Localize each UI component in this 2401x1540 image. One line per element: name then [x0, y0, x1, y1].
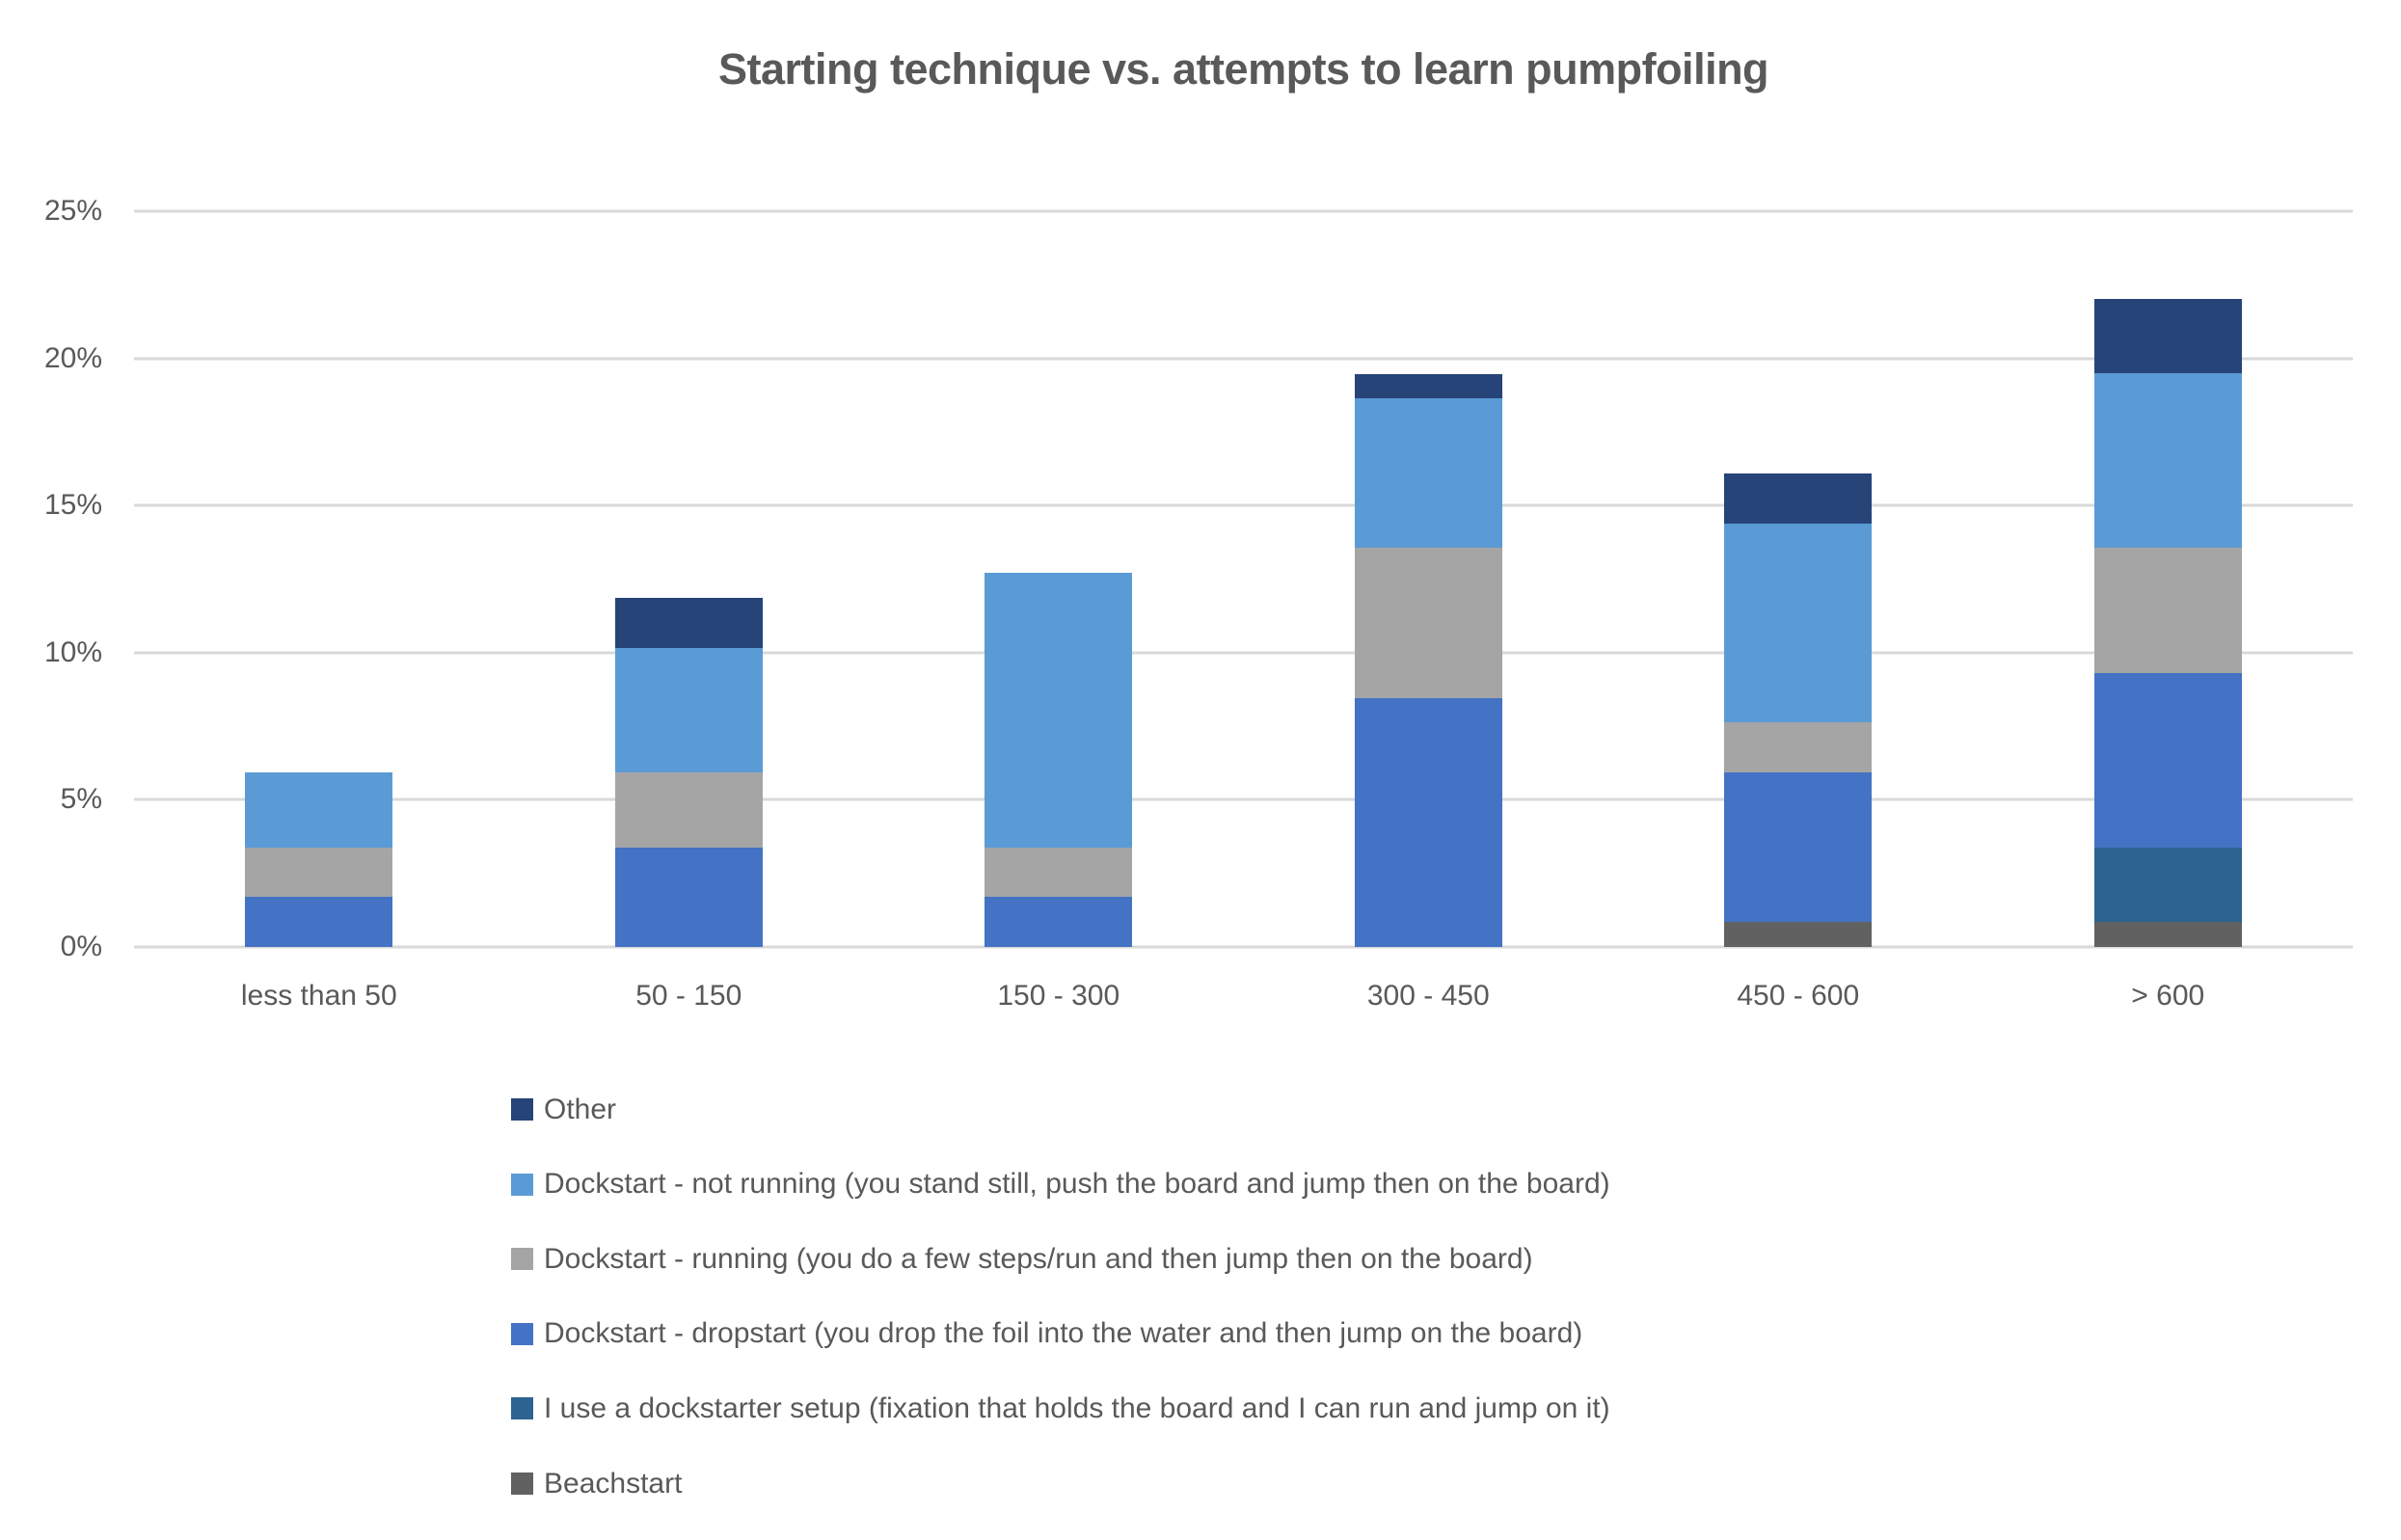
legend-swatch-dropstart: [511, 1322, 533, 1345]
legend-swatch-running: [511, 1248, 533, 1271]
gridline: [134, 797, 2353, 801]
legend-item-beachstart: Beachstart: [511, 1468, 682, 1499]
bar-segment-dockstarter-setup: [2093, 847, 2242, 923]
x-axis-line: [134, 945, 2353, 949]
bar-segment-running: [245, 847, 393, 898]
legend-swatch-beachstart: [511, 1472, 533, 1495]
bar-segment-dropstart: [985, 897, 1133, 947]
y-tick-label: 15%: [43, 489, 102, 522]
legend-item-not-running: Dockstart - not running (you stand still…: [511, 1168, 1610, 1200]
bar-segment-not-running: [985, 573, 1133, 848]
y-axis: 0% 5% 10% 15% 20% 25%: [0, 195, 108, 962]
bar-segment-other: [2093, 298, 2242, 374]
bar-segment-not-running: [2093, 373, 2242, 549]
bar-segment-running: [614, 772, 763, 848]
y-tick-label: 25%: [43, 195, 102, 227]
bar-segment-running: [2093, 548, 2242, 673]
legend-swatch-not-running: [511, 1173, 533, 1196]
y-tick-label: 10%: [43, 635, 102, 668]
bar-segment-other: [1724, 473, 1873, 524]
bar-segment-beachstart: [1724, 922, 1873, 947]
bar-segment-other: [614, 598, 763, 648]
legend-label: I use a dockstarter setup (fixation that…: [544, 1391, 1610, 1424]
legend-label: Dockstart - dropstart (you drop the foil…: [544, 1317, 1583, 1350]
bar-150-300: [985, 573, 1133, 947]
bar-segment-not-running: [614, 647, 763, 773]
y-tick-label: 20%: [43, 341, 102, 374]
gridline: [134, 651, 2353, 655]
bar-segment-running: [985, 847, 1133, 898]
legend-label: Dockstart - not running (you stand still…: [544, 1168, 1610, 1201]
bar-segment-running: [1724, 722, 1873, 773]
bar-slot: [1613, 211, 1983, 947]
bar-50-150: [614, 598, 763, 947]
y-tick-label: 0%: [60, 931, 102, 962]
bar-slot: [134, 211, 504, 947]
bar-300-450: [1354, 373, 1502, 947]
x-tick-label: 300 - 450: [1366, 980, 1490, 1012]
bar-segment-beachstart: [2093, 922, 2242, 947]
chart-title: Starting technique vs. attempts to learn…: [717, 44, 1769, 94]
legend-item-other: Other: [511, 1094, 616, 1125]
legend-item-dockstarter-setup: I use a dockstarter setup (fixation that…: [511, 1392, 1610, 1424]
bar-segment-dropstart: [245, 897, 393, 947]
bar-segment-dropstart: [1354, 697, 1502, 947]
bar-slot: [1244, 211, 1614, 947]
legend-label: Beachstart: [544, 1467, 683, 1499]
gridline: [134, 503, 2353, 507]
legend-swatch-dockstarter-setup: [511, 1397, 533, 1420]
gridline: [134, 209, 2353, 213]
bar-slot: [504, 211, 875, 947]
bar-slot: [874, 211, 1244, 947]
legend-item-dropstart: Dockstart - dropstart (you drop the foil…: [511, 1317, 1582, 1349]
legend-label: Other: [544, 1093, 617, 1125]
x-tick-label: 50 - 150: [635, 980, 742, 1012]
bar-segment-dropstart: [614, 847, 763, 947]
bars-layer: [134, 211, 2353, 947]
bar-segment-not-running: [1724, 523, 1873, 723]
bar-segment-dropstart: [2093, 672, 2242, 848]
x-tick-label: 150 - 300: [997, 980, 1120, 1012]
bar-segment-not-running: [245, 772, 393, 848]
legend-item-running: Dockstart - running (you do a few steps/…: [511, 1243, 1533, 1275]
bar-segment-other: [1354, 373, 1502, 399]
plot-area: [134, 209, 2353, 949]
bar-slot: [1983, 211, 2354, 947]
x-tick-label: > 600: [2131, 980, 2205, 1012]
bar-segment-running: [1354, 548, 1502, 698]
bar-less-than-50: [245, 772, 393, 947]
x-tick-label: less than 50: [240, 980, 397, 1012]
bar-segment-dropstart: [1724, 772, 1873, 923]
x-tick-label: 450 - 600: [1737, 980, 1860, 1012]
bar-450-600: [1724, 473, 1873, 947]
y-tick-label: 5%: [60, 783, 102, 816]
bar-600: [2093, 298, 2242, 947]
legend-swatch-other: [511, 1098, 533, 1121]
legend-label: Dockstart - running (you do a few steps/…: [544, 1242, 1533, 1275]
bar-segment-not-running: [1354, 398, 1502, 549]
gridline: [134, 357, 2353, 361]
